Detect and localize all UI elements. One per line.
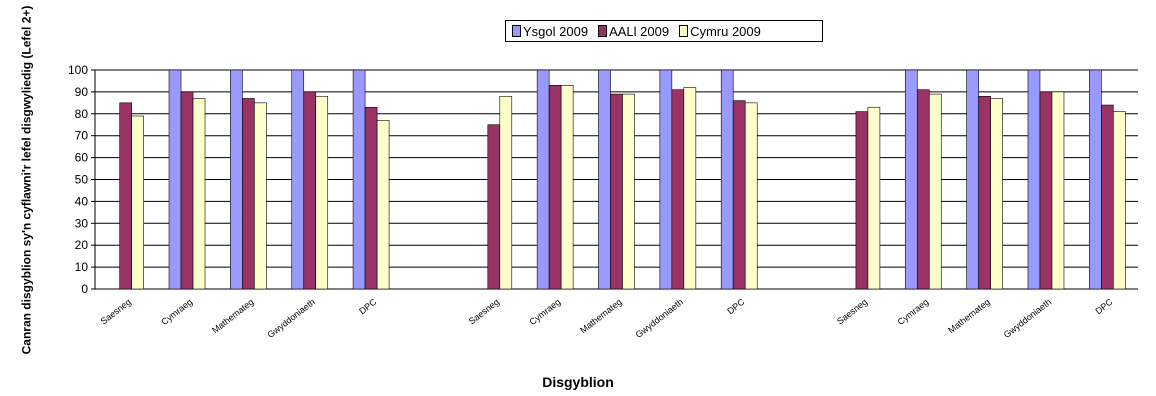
bar xyxy=(487,124,501,290)
x-tick-label: Gwyddoniaeth xyxy=(1002,297,1054,340)
y-tick-label: 30 xyxy=(75,216,89,230)
bar xyxy=(499,95,513,290)
legend-label-aall: AALl 2009 xyxy=(609,23,670,39)
y-tick-label: 20 xyxy=(75,238,89,252)
bar xyxy=(744,102,758,290)
bar xyxy=(230,69,243,290)
bar xyxy=(966,69,979,290)
bar xyxy=(1039,91,1053,290)
bar xyxy=(867,106,881,290)
y-tick-label: 50 xyxy=(75,173,89,187)
y-tick-label: 0 xyxy=(81,282,88,296)
bar xyxy=(168,69,182,290)
y-axis-title: Canran disgyblion sy'n cyflawni'r lefel … xyxy=(19,5,34,355)
bar xyxy=(720,69,734,290)
legend-swatch-ysgol xyxy=(512,25,521,37)
bar xyxy=(364,106,378,290)
x-tick-label: DPC xyxy=(1093,296,1115,316)
y-tick-label: 80 xyxy=(75,107,89,121)
x-axis-title: Disgyblion xyxy=(542,374,614,390)
x-tick-label: DPC xyxy=(357,296,379,316)
bar xyxy=(622,93,635,290)
bar xyxy=(536,69,550,290)
bar xyxy=(548,85,562,290)
bar xyxy=(352,69,366,290)
bar xyxy=(916,89,930,290)
bar xyxy=(131,115,144,290)
x-tick-label: Saesneg xyxy=(99,297,133,327)
x-tick-label: Gwyddoniaeth xyxy=(265,297,317,340)
legend-item-aall: AALl 2009 xyxy=(598,24,669,39)
legend: Ysgol 2009 AALl 2009 Cymru 2009 xyxy=(505,20,823,42)
legend-item-cymru: Cymru 2009 xyxy=(679,24,761,39)
bar xyxy=(192,98,206,290)
bar xyxy=(180,91,194,290)
x-tick-label: Mathemateg xyxy=(578,297,624,336)
bar xyxy=(671,89,685,290)
y-tick-label: 10 xyxy=(75,260,89,274)
bar xyxy=(560,85,574,290)
bar xyxy=(610,93,623,290)
x-tick-label: Saesneg xyxy=(835,297,869,327)
x-tick-label: Gwyddoniaeth xyxy=(634,297,686,340)
bar xyxy=(659,69,673,290)
y-tick-label: 60 xyxy=(75,151,89,165)
y-tick-label: 40 xyxy=(75,194,89,208)
bar xyxy=(855,111,869,290)
x-tick-label: Cymraeg xyxy=(159,297,194,327)
bar xyxy=(315,95,329,290)
bar xyxy=(242,98,255,290)
bar xyxy=(291,69,305,290)
bar xyxy=(376,120,390,290)
legend-swatch-aall xyxy=(598,25,608,37)
x-tick-label: Mathemateg xyxy=(210,297,256,336)
x-tick-label: Cymraeg xyxy=(896,297,931,327)
bar xyxy=(1101,104,1114,290)
y-tick-label: 90 xyxy=(75,85,89,99)
bar xyxy=(990,98,1003,290)
bar xyxy=(1113,111,1126,290)
bar xyxy=(732,100,746,290)
bar xyxy=(303,91,317,290)
bar xyxy=(683,87,697,290)
bar xyxy=(598,69,611,290)
bar xyxy=(904,69,918,290)
bar xyxy=(928,93,942,290)
legend-swatch-cymru xyxy=(679,25,689,37)
y-tick-label: 100 xyxy=(68,63,88,77)
legend-item-ysgol: Ysgol 2009 xyxy=(512,24,588,39)
legend-label-cymru: Cymru 2009 xyxy=(690,23,761,39)
legend-label-ysgol: Ysgol 2009 xyxy=(523,23,589,39)
bar xyxy=(1027,69,1041,290)
x-tick-label: Saesneg xyxy=(467,297,501,327)
y-tick-label: 70 xyxy=(75,129,89,143)
bar xyxy=(1051,91,1065,290)
bar xyxy=(978,95,991,290)
x-tick-label: DPC xyxy=(725,296,747,316)
bar xyxy=(254,102,267,290)
bar xyxy=(1089,69,1102,290)
x-tick-label: Mathemateg xyxy=(946,297,992,336)
x-tick-label: Cymraeg xyxy=(527,297,562,327)
bar xyxy=(119,102,132,290)
